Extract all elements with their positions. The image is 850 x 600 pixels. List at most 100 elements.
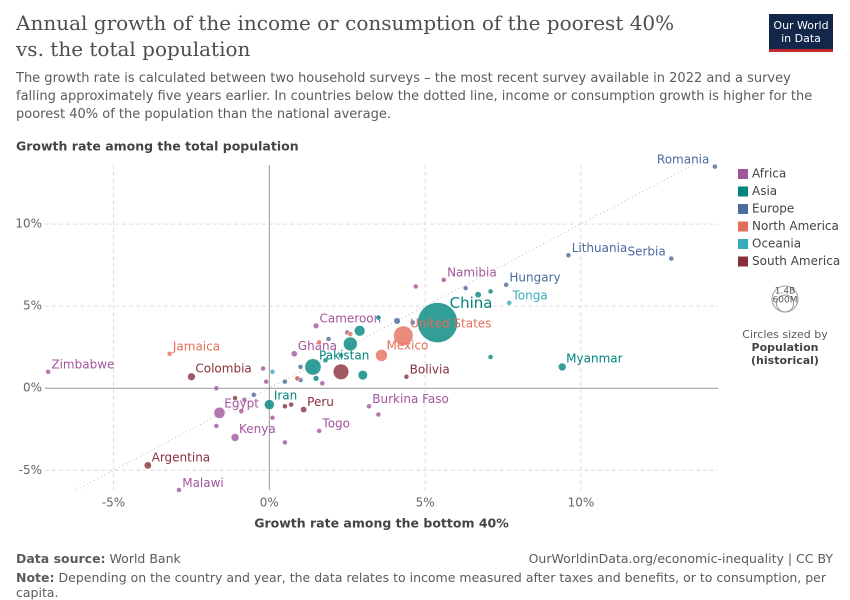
point-label: Tonga xyxy=(511,289,547,303)
y-tick-label: 10% xyxy=(15,217,42,231)
bubble xyxy=(213,385,220,391)
legend-label: Europe xyxy=(752,202,794,216)
legend-swatch xyxy=(738,239,748,249)
bubble xyxy=(487,288,494,295)
x-tick-label: 5% xyxy=(416,496,435,510)
point-label: Egypt xyxy=(224,396,259,410)
bubble xyxy=(393,317,401,325)
bubble xyxy=(269,415,276,421)
bubble xyxy=(462,285,469,291)
source-text: World Bank xyxy=(109,551,181,566)
point-label: Malawi xyxy=(182,476,224,490)
point-label: Zimbabwe xyxy=(51,358,114,372)
size-legend-caption: Circles sized by Population (historical) xyxy=(735,328,835,367)
bubble xyxy=(319,380,326,387)
subtitle: The growth rate is calculated between tw… xyxy=(16,71,813,122)
y-tick-label: 0% xyxy=(23,381,42,395)
point-label: Pakistan xyxy=(319,349,369,363)
point-label: Togo xyxy=(321,417,350,431)
note-label: Note: xyxy=(16,570,55,585)
bubble xyxy=(312,375,320,382)
legend-swatch xyxy=(738,221,748,232)
bubble xyxy=(393,325,414,346)
title: Annual growth of the income or consumpti… xyxy=(16,11,675,61)
source: Data source: World Bank xyxy=(16,551,181,566)
bubble xyxy=(354,325,366,337)
bubble xyxy=(668,255,675,262)
bubble xyxy=(251,392,257,398)
bubble xyxy=(503,282,509,288)
bubble xyxy=(260,365,266,372)
bubble xyxy=(297,364,304,370)
point-label: Myanmar xyxy=(566,352,622,366)
legend-label: North America xyxy=(752,219,839,233)
bubble xyxy=(176,487,182,493)
bubble xyxy=(269,369,276,375)
legend-swatch xyxy=(738,169,748,179)
bubble xyxy=(241,396,248,403)
x-tick-label: 10% xyxy=(568,496,595,510)
bubble xyxy=(332,363,350,380)
bubble xyxy=(375,349,388,362)
point-label: Lithuania xyxy=(572,241,628,255)
x-axis-title: Growth rate among the bottom 40% xyxy=(254,516,509,531)
point-label: Mexico xyxy=(387,339,429,353)
bubble xyxy=(565,252,572,259)
bubble xyxy=(487,354,494,360)
bubble xyxy=(294,375,301,382)
legend-swatch xyxy=(738,256,748,267)
legend-label: Oceania xyxy=(752,237,801,251)
y-tick-label: -5% xyxy=(19,463,42,477)
bubble xyxy=(304,358,322,376)
bubble xyxy=(282,378,288,385)
note: Note: Depending on the country and year,… xyxy=(16,570,850,600)
bubble xyxy=(316,339,322,346)
bubble xyxy=(347,331,354,337)
point-label: Colombia xyxy=(195,362,251,376)
point-label: Peru xyxy=(307,395,334,409)
bubble xyxy=(282,403,288,410)
bubble xyxy=(506,300,512,306)
point-label: Burkina Faso xyxy=(372,392,449,406)
point-label: United States xyxy=(410,316,491,330)
point-label: Namibia xyxy=(447,266,497,280)
bubble xyxy=(375,411,382,418)
bubble xyxy=(312,322,320,329)
legend-label: Asia xyxy=(752,184,777,198)
legend-swatch xyxy=(738,204,748,214)
point-label: Cameroon xyxy=(319,311,381,325)
bubble xyxy=(417,302,458,343)
url[interactable]: OurWorldinData.org/economic-inequality |… xyxy=(528,551,833,566)
size-legend-variable: Population (historical) xyxy=(751,341,819,367)
size-legend-title: Circles sized by xyxy=(742,328,828,341)
point-label: Ghana xyxy=(298,339,337,353)
x-tick-label: 0% xyxy=(260,496,279,510)
bubble xyxy=(263,378,269,385)
point-label: Kenya xyxy=(239,422,276,436)
y-axis-title: Growth rate among the total population xyxy=(16,139,299,154)
bubble xyxy=(325,336,332,342)
bubble xyxy=(232,395,238,401)
bubble xyxy=(288,401,294,408)
bubble xyxy=(264,399,275,410)
bubble xyxy=(316,428,322,434)
bubble xyxy=(187,372,196,381)
note-text: Depending on the country and year, the d… xyxy=(16,570,826,600)
y-tick-label: 5% xyxy=(23,299,42,313)
bubble xyxy=(238,408,245,414)
logo[interactable]: Our World in Data xyxy=(769,14,833,52)
bubble xyxy=(322,357,329,364)
point-label: Serbia xyxy=(628,244,666,258)
bubble xyxy=(558,362,567,372)
bubble xyxy=(45,369,51,375)
bubble xyxy=(403,373,410,380)
bubble xyxy=(338,352,344,359)
bubble xyxy=(282,439,288,446)
point-label: Argentina xyxy=(152,450,211,464)
bubble xyxy=(441,277,447,283)
point-label: Romania xyxy=(657,152,709,166)
bubble xyxy=(290,350,298,358)
bubble xyxy=(409,319,416,326)
bubble xyxy=(474,291,482,299)
